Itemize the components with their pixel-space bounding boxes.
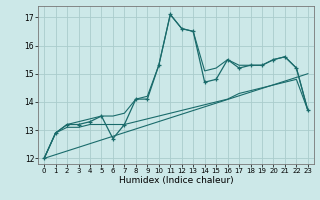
X-axis label: Humidex (Indice chaleur): Humidex (Indice chaleur) [119,176,233,185]
